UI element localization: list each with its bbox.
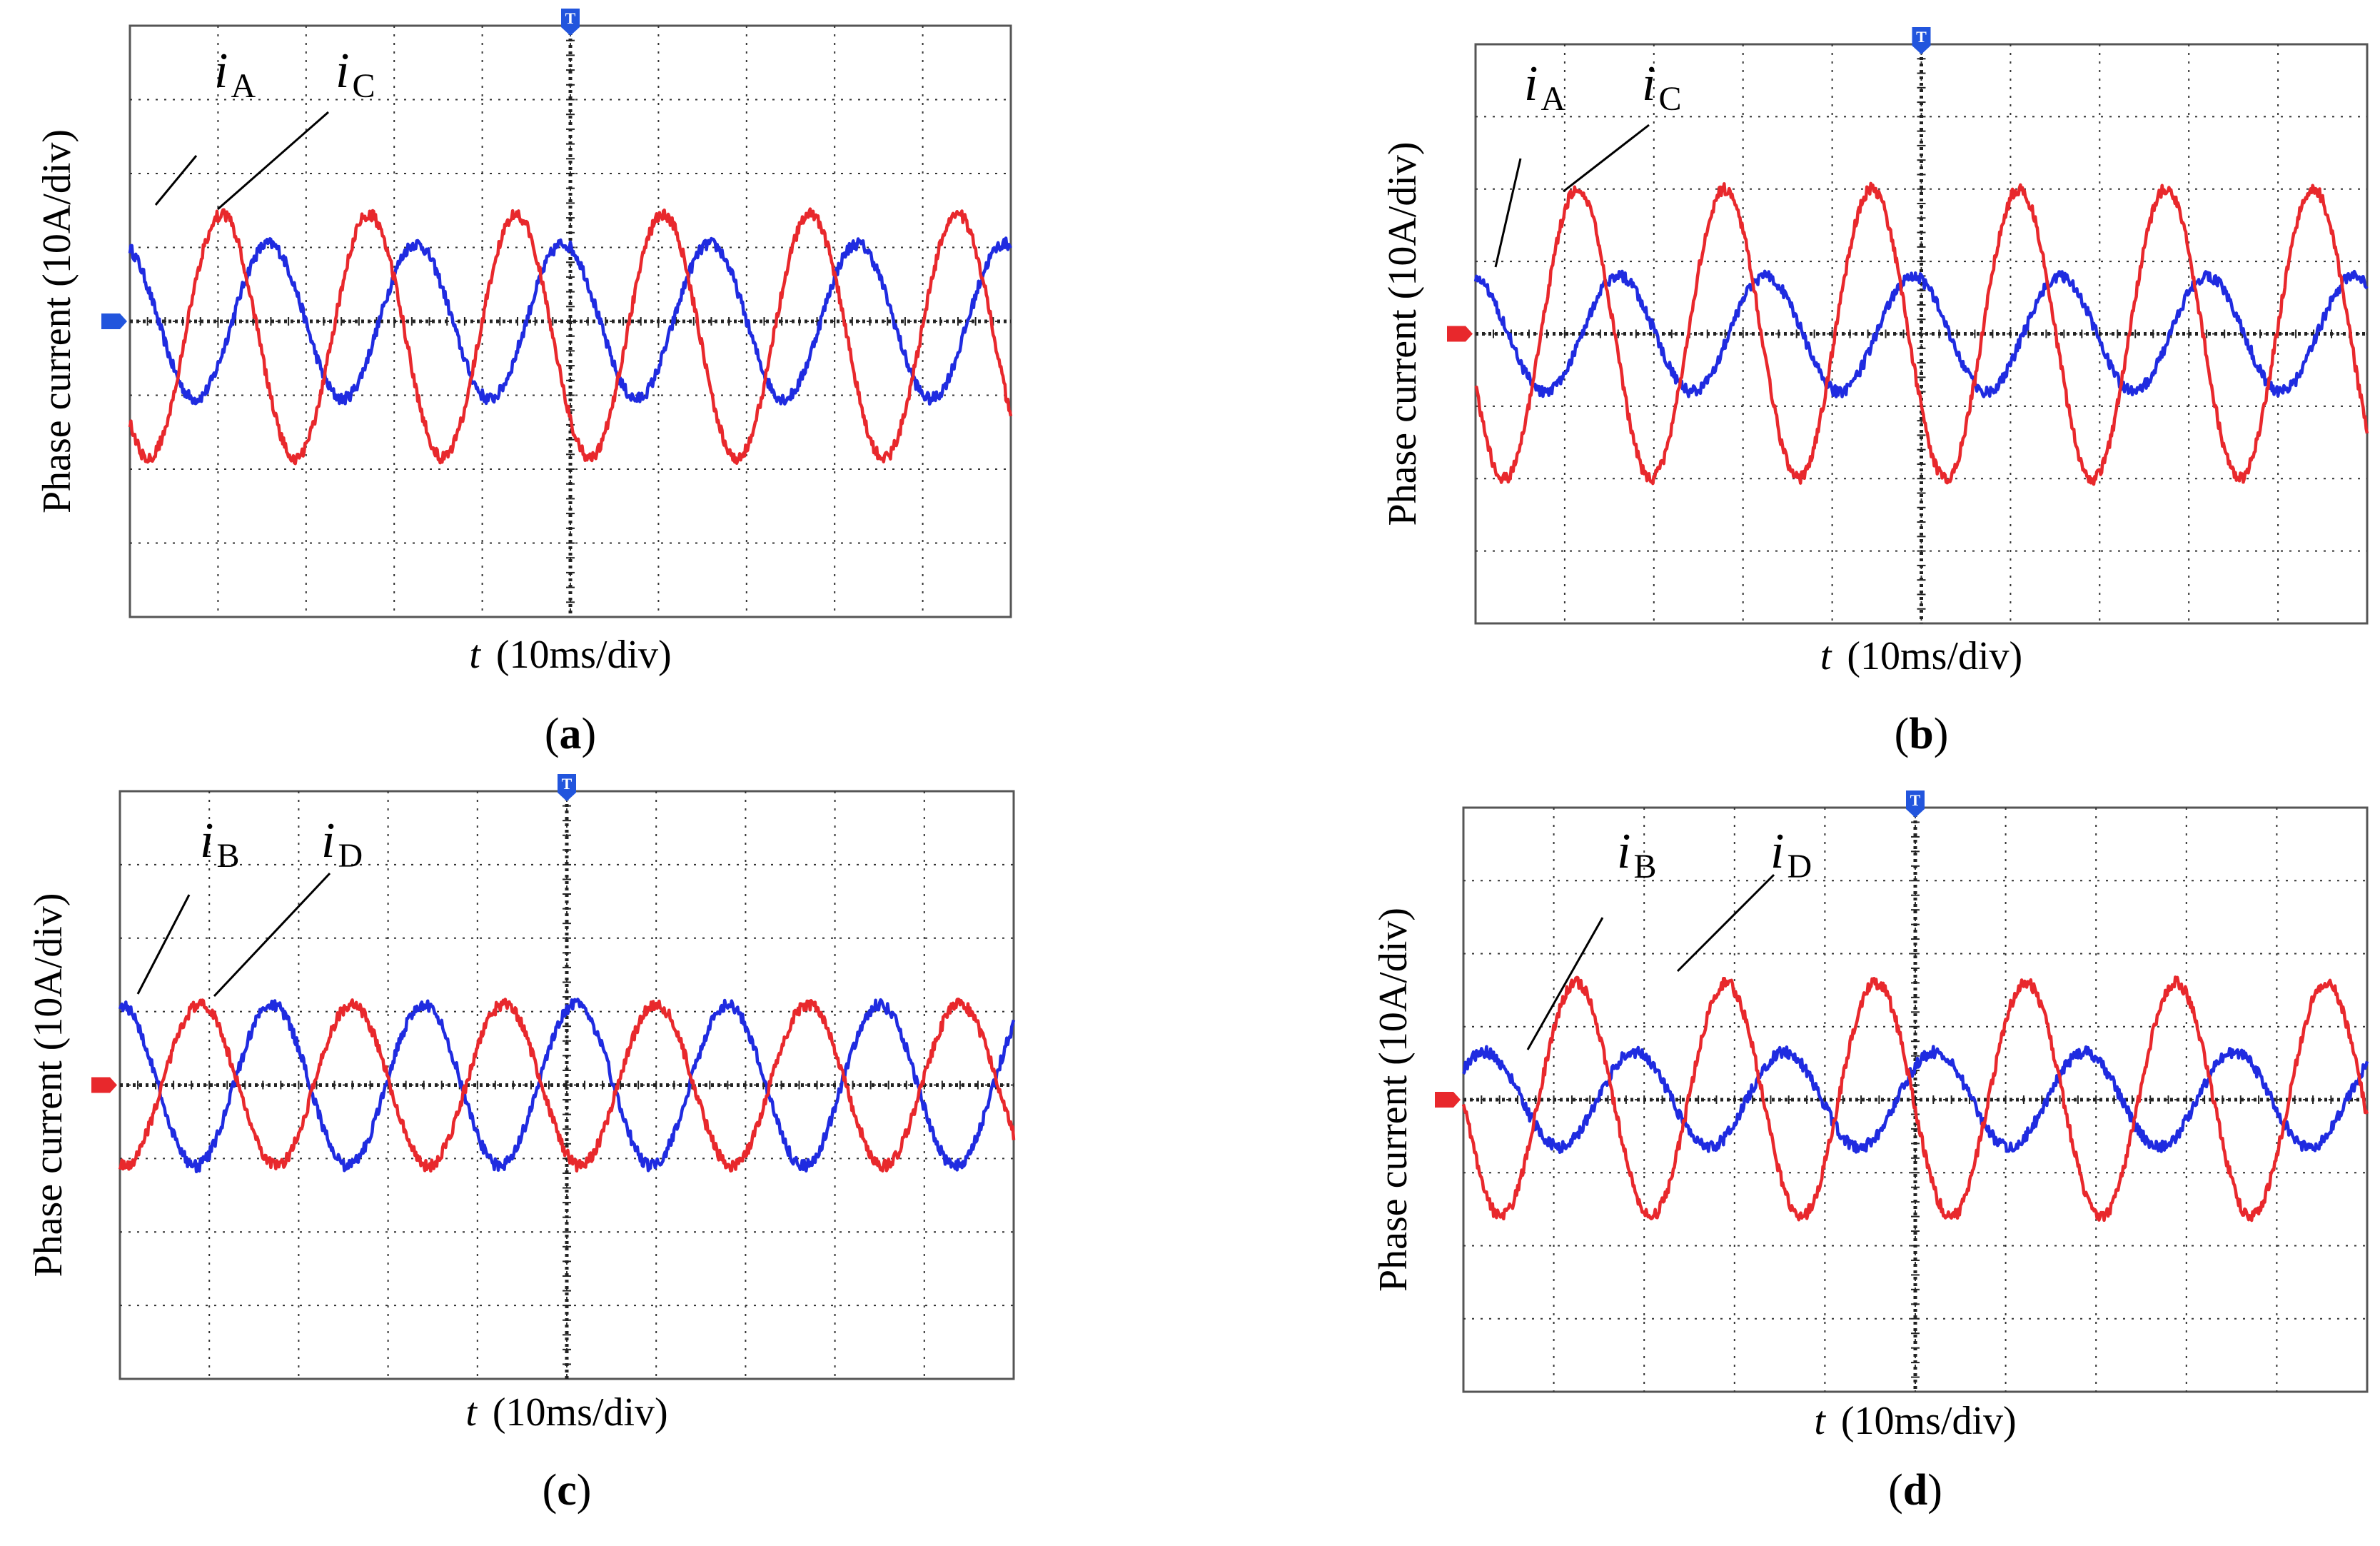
series-label-main: i <box>1770 824 1784 879</box>
series-label-main: i <box>200 813 213 868</box>
x-axis-label-var: t <box>469 633 481 677</box>
series-iC-line <box>1474 181 2369 486</box>
trigger-marker: T <box>558 774 576 801</box>
trigger-marker-label: T <box>1916 28 1927 46</box>
panel-label-letter: a <box>560 710 582 758</box>
y-axis-label: Phase current (10A/div) <box>1371 908 1416 1292</box>
series-label-sub: B <box>1633 848 1656 885</box>
series-label-iA: iA <box>214 44 256 105</box>
trigger-marker-label: T <box>565 9 576 27</box>
panel-label-open: ( <box>1888 1466 1903 1515</box>
panel-label-letter: c <box>557 1466 577 1515</box>
series-label-main: i <box>336 44 349 99</box>
trigger-marker-shape <box>561 9 580 36</box>
series-label-sub: A <box>231 67 256 105</box>
x-axis-label: t (10ms/div) <box>469 633 671 677</box>
series-iD-line <box>118 997 1016 1173</box>
y-axis-label: Phase current (10A/div) <box>26 893 71 1277</box>
series-iB-line <box>118 998 1016 1174</box>
x-axis-label: t (10ms/div) <box>1814 1399 2016 1443</box>
series-label-main: i <box>1524 56 1538 111</box>
trigger-marker: T <box>1912 27 1931 54</box>
series-iB-line <box>1462 1045 2369 1155</box>
series-iA-line <box>128 236 1012 406</box>
x-axis-label: t (10ms/div) <box>465 1390 667 1435</box>
trigger-marker-shape <box>1906 790 1925 818</box>
center-ticks <box>1492 58 2351 610</box>
x-axis-label-unit: (10ms/div) <box>496 633 672 677</box>
series-label-main: i <box>214 44 228 99</box>
series-label-sub: A <box>1541 80 1565 118</box>
trigger-marker-label: T <box>562 775 573 793</box>
panel-label: (d) <box>1888 1466 1942 1515</box>
panel-label-close: ) <box>1927 1466 1942 1515</box>
trigger-marker-shape <box>1912 27 1931 54</box>
series-label-sub: C <box>352 67 375 105</box>
series-label-main: i <box>1642 56 1655 111</box>
panel-label: (c) <box>543 1466 592 1515</box>
trigger-marker: T <box>1906 790 1925 818</box>
series-label-iD: iD <box>1770 824 1812 885</box>
callout-line-iC <box>1563 124 1650 193</box>
panel-label-open: ( <box>543 1466 558 1515</box>
panel-label: (a) <box>545 710 596 758</box>
series-label-main: i <box>321 813 335 868</box>
callout-line-iA <box>1494 158 1522 268</box>
x-axis-label: t (10ms/div) <box>1820 634 2022 678</box>
series-label-iD: iD <box>321 813 363 875</box>
callout-line-iD <box>213 872 331 998</box>
callout-line-iB <box>136 894 191 995</box>
panel-label-close: ) <box>582 710 597 758</box>
series-iD-line <box>1461 975 2369 1223</box>
ground-marker <box>101 313 127 329</box>
callout-line-iD <box>1676 873 1775 973</box>
series-label-iC: iC <box>1642 56 1681 118</box>
x-axis-label-var: t <box>1820 634 1832 678</box>
x-axis-label-unit: (10ms/div) <box>1847 634 2022 678</box>
x-axis-label-var: t <box>1814 1399 1826 1443</box>
ground-marker <box>1447 326 1473 342</box>
series-label-iB: iB <box>200 813 239 875</box>
panel-label-open: ( <box>545 710 560 758</box>
y-axis-label: Phase current (10A/div) <box>35 129 79 513</box>
series-label-sub: D <box>338 837 363 875</box>
panel-label-close: ) <box>1934 710 1949 758</box>
series-label-sub: B <box>216 837 239 875</box>
series-label-iB: iB <box>1617 824 1656 885</box>
center-axes <box>120 791 1014 1379</box>
center-ticks <box>137 805 997 1365</box>
series-label-iA: iA <box>1524 56 1565 118</box>
x-axis-label-unit: (10ms/div) <box>493 1390 668 1435</box>
trigger-marker-shape <box>558 774 576 801</box>
panel-label: (b) <box>1895 710 1949 758</box>
trigger-marker-label: T <box>1910 791 1921 809</box>
series-iC-line <box>128 207 1013 466</box>
callout-line-iB <box>1526 917 1604 1050</box>
callout-line-iA <box>154 155 198 206</box>
ground-marker <box>1435 1092 1461 1108</box>
callout-line-iC <box>217 111 329 211</box>
series-iA-line <box>1473 269 2369 398</box>
panel-label-letter: b <box>1909 710 1933 758</box>
series-label-iC: iC <box>336 44 375 105</box>
x-axis-label-var: t <box>465 1390 478 1435</box>
panel-label-letter: d <box>1903 1466 1927 1515</box>
ground-marker <box>91 1077 117 1093</box>
series-label-main: i <box>1617 824 1630 879</box>
y-axis-label: Phase current (10A/div) <box>1381 141 1425 526</box>
trigger-marker: T <box>561 9 580 36</box>
panel-label-open: ( <box>1895 710 1910 758</box>
series-label-sub: D <box>1787 848 1812 885</box>
panel-label-close: ) <box>577 1466 592 1515</box>
series-label-sub: C <box>1658 80 1681 118</box>
x-axis-label-unit: (10ms/div) <box>1841 1399 2017 1443</box>
